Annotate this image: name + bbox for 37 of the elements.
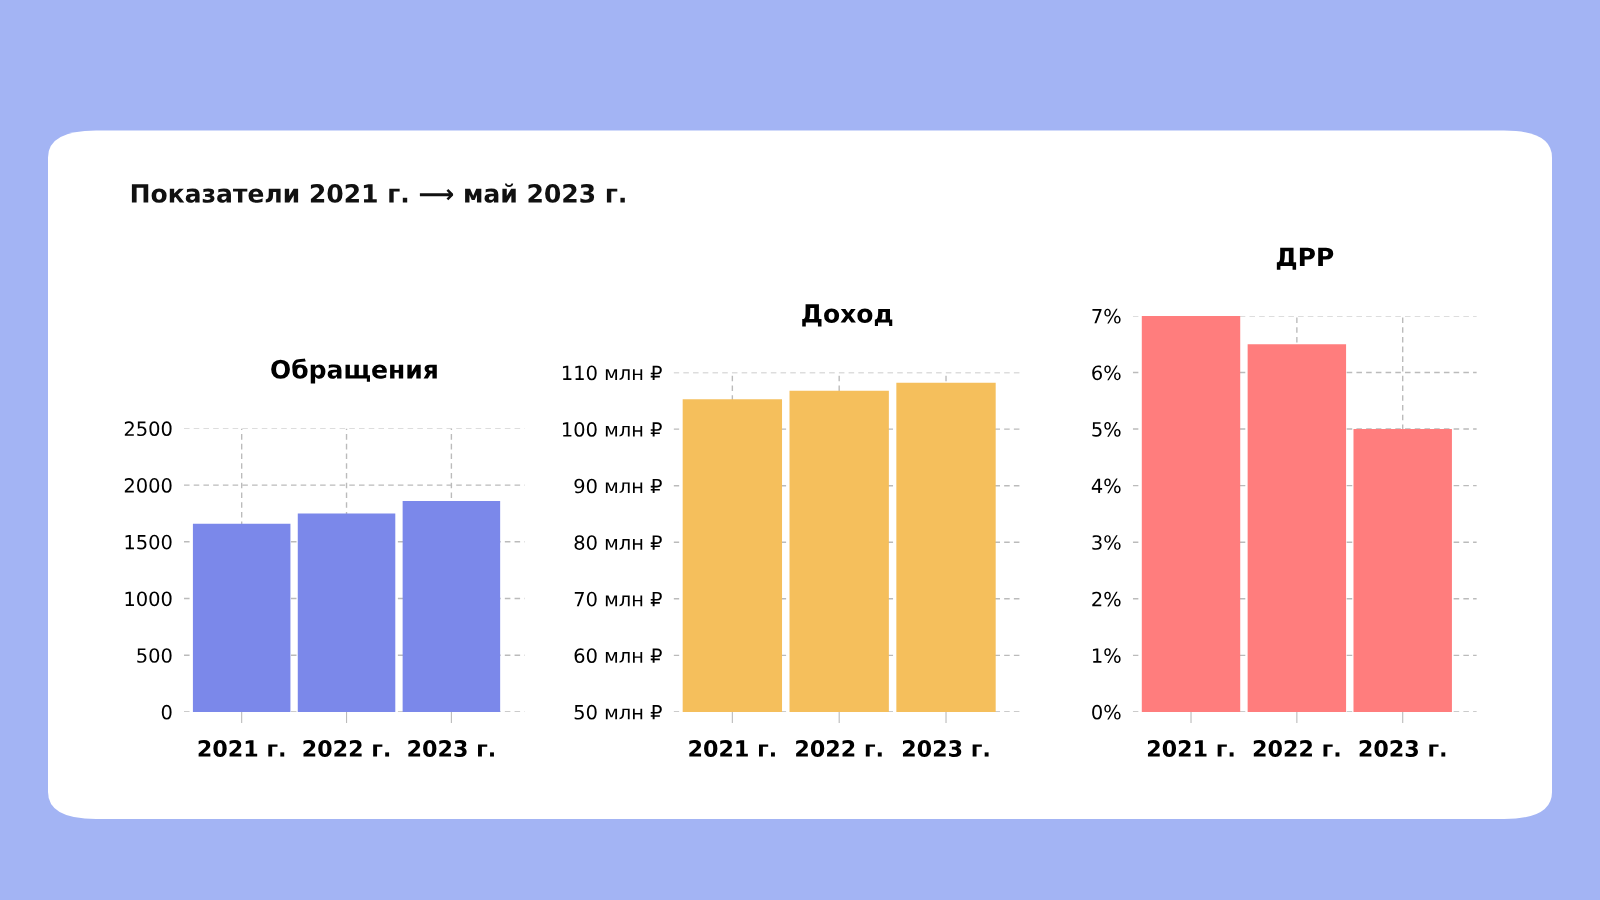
bar <box>1141 315 1241 712</box>
x-tick-label: 2021 г. <box>689 740 775 757</box>
y-tick-label: 6% <box>1092 365 1121 381</box>
x-tick-label: 2022 г. <box>1253 740 1340 757</box>
x-tick-label: 2021 г. <box>198 740 285 757</box>
bar <box>1247 344 1347 712</box>
text: Показатели 2021 г. ⟶ май 2023 г. <box>131 183 625 203</box>
x-tick-label: 2023 г. <box>1359 740 1446 757</box>
x-tick-label: 2022 г. <box>303 740 390 757</box>
y-tick-label: 110 млн ₽ <box>562 365 662 381</box>
x-tick-label: 2021 г. <box>1147 740 1234 757</box>
x-tick-label: 2023 г. <box>408 740 494 757</box>
chart-title: Доход <box>802 304 893 327</box>
x-tick-label: 2023 г. <box>902 740 989 757</box>
y-tick-label: 2% <box>1092 591 1121 607</box>
y-tick-label: 60 млн ₽ <box>574 648 662 664</box>
y-tick-label: 1% <box>1092 648 1121 663</box>
y-tick-label: 70 млн ₽ <box>574 591 662 607</box>
y-tick-label: 500 <box>137 648 172 663</box>
y-tick-label: 90 млн ₽ <box>574 478 662 494</box>
y-tick-label: 7% <box>1092 308 1121 324</box>
chart-title: ДРР <box>1276 247 1334 270</box>
y-tick-label: 4% <box>1091 478 1121 494</box>
y-tick-label: 0 <box>161 704 172 720</box>
y-tick-label: 1000 <box>125 591 172 607</box>
y-tick-label: 2000 <box>124 478 172 493</box>
y-tick-label: 5% <box>1092 422 1121 437</box>
y-tick-label: 2500 <box>124 421 172 437</box>
y-tick-label: 50 млн ₽ <box>574 704 662 720</box>
y-tick-label: 80 млн ₽ <box>574 535 662 550</box>
y-tick-label: 0% <box>1092 704 1121 720</box>
x-tick-label: 2022 г. <box>796 740 882 757</box>
chart-title: Обращения <box>271 358 437 384</box>
y-tick-label: 1500 <box>125 534 172 550</box>
y-tick-label: 100 млн ₽ <box>562 422 662 437</box>
y-tick-label: 3% <box>1092 535 1121 550</box>
bar <box>1353 429 1452 712</box>
